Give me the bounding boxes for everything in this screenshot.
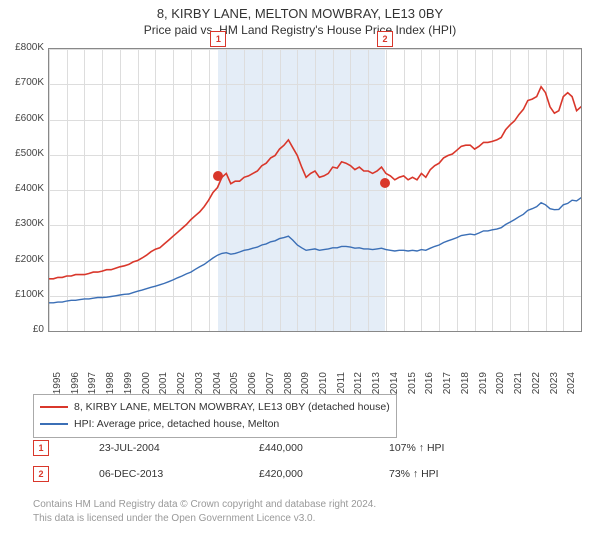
sale-row-date: 06-DEC-2013 xyxy=(99,468,209,480)
x-tick-label: 2018 xyxy=(460,372,471,412)
sale-marker-dot xyxy=(380,178,390,188)
x-tick-label: 2017 xyxy=(442,372,453,412)
sale-row-marker: 2 xyxy=(33,466,49,482)
y-tick-label: £200K xyxy=(4,254,44,265)
x-tick-label: 1999 xyxy=(123,372,134,412)
x-tick-label: 2006 xyxy=(247,372,258,412)
x-tick-label: 2024 xyxy=(566,372,577,412)
y-tick-label: £300K xyxy=(4,218,44,229)
sale-row-hpi: 107% ↑ HPI xyxy=(389,442,444,454)
legend-row: HPI: Average price, detached house, Melt… xyxy=(40,416,390,433)
x-tick-label: 2014 xyxy=(389,372,400,412)
sale-row: 2 06-DEC-2013 £420,000 73% ↑ HPI xyxy=(33,466,439,482)
x-tick-label: 2001 xyxy=(158,372,169,412)
x-tick-label: 2002 xyxy=(176,372,187,412)
chart-container: 8, KIRBY LANE, MELTON MOWBRAY, LE13 0BY … xyxy=(0,0,600,560)
y-tick-label: £500K xyxy=(4,148,44,159)
x-tick-label: 2013 xyxy=(371,372,382,412)
y-tick-label: £400K xyxy=(4,183,44,194)
x-tick-label: 2004 xyxy=(212,372,223,412)
sale-row-price: £440,000 xyxy=(259,442,339,454)
sale-marker-label: 2 xyxy=(377,31,393,47)
subtitle: Price paid vs. HM Land Registry's House … xyxy=(0,23,600,37)
x-tick-label: 2019 xyxy=(478,372,489,412)
x-tick-label: 2022 xyxy=(531,372,542,412)
x-tick-label: 2016 xyxy=(424,372,435,412)
x-tick-label: 2008 xyxy=(283,372,294,412)
sale-row-date: 23-JUL-2004 xyxy=(99,442,209,454)
x-tick-label: 1998 xyxy=(105,372,116,412)
y-tick-label: £100K xyxy=(4,289,44,300)
footer-line2: This data is licensed under the Open Gov… xyxy=(33,512,376,526)
x-tick-label: 2005 xyxy=(229,372,240,412)
x-tick-label: 2015 xyxy=(407,372,418,412)
x-tick-label: 1996 xyxy=(70,372,81,412)
x-tick-label: 2021 xyxy=(513,372,524,412)
sale-row-marker: 1 xyxy=(33,440,49,456)
series-line xyxy=(49,87,581,279)
x-tick-label: 2010 xyxy=(318,372,329,412)
footer-line1: Contains HM Land Registry data © Crown c… xyxy=(33,498,376,512)
plot-area: 12 xyxy=(48,48,582,332)
x-tick-label: 1997 xyxy=(87,372,98,412)
x-tick-label: 2000 xyxy=(141,372,152,412)
x-tick-label: 1995 xyxy=(52,372,63,412)
series-line xyxy=(49,197,581,303)
sale-row: 1 23-JUL-2004 £440,000 107% ↑ HPI xyxy=(33,440,444,456)
y-tick-label: £700K xyxy=(4,77,44,88)
x-tick-label: 2012 xyxy=(353,372,364,412)
series-svg xyxy=(49,49,581,331)
x-tick-label: 2020 xyxy=(495,372,506,412)
sale-row-hpi: 73% ↑ HPI xyxy=(389,468,439,480)
sale-row-price: £420,000 xyxy=(259,468,339,480)
legend-label: HPI: Average price, detached house, Melt… xyxy=(74,416,279,433)
x-tick-label: 2023 xyxy=(549,372,560,412)
sale-marker-dot xyxy=(213,171,223,181)
titles: 8, KIRBY LANE, MELTON MOWBRAY, LE13 0BY … xyxy=(0,0,600,37)
x-tick-label: 2011 xyxy=(336,372,347,412)
y-tick-label: £600K xyxy=(4,113,44,124)
sale-marker-label: 1 xyxy=(210,31,226,47)
y-tick-label: £0 xyxy=(4,324,44,335)
title: 8, KIRBY LANE, MELTON MOWBRAY, LE13 0BY xyxy=(0,6,600,21)
x-tick-label: 2003 xyxy=(194,372,205,412)
x-tick-label: 2009 xyxy=(300,372,311,412)
x-tick-label: 2007 xyxy=(265,372,276,412)
footer: Contains HM Land Registry data © Crown c… xyxy=(33,498,376,525)
y-tick-label: £800K xyxy=(4,42,44,53)
legend-swatch xyxy=(40,423,68,425)
